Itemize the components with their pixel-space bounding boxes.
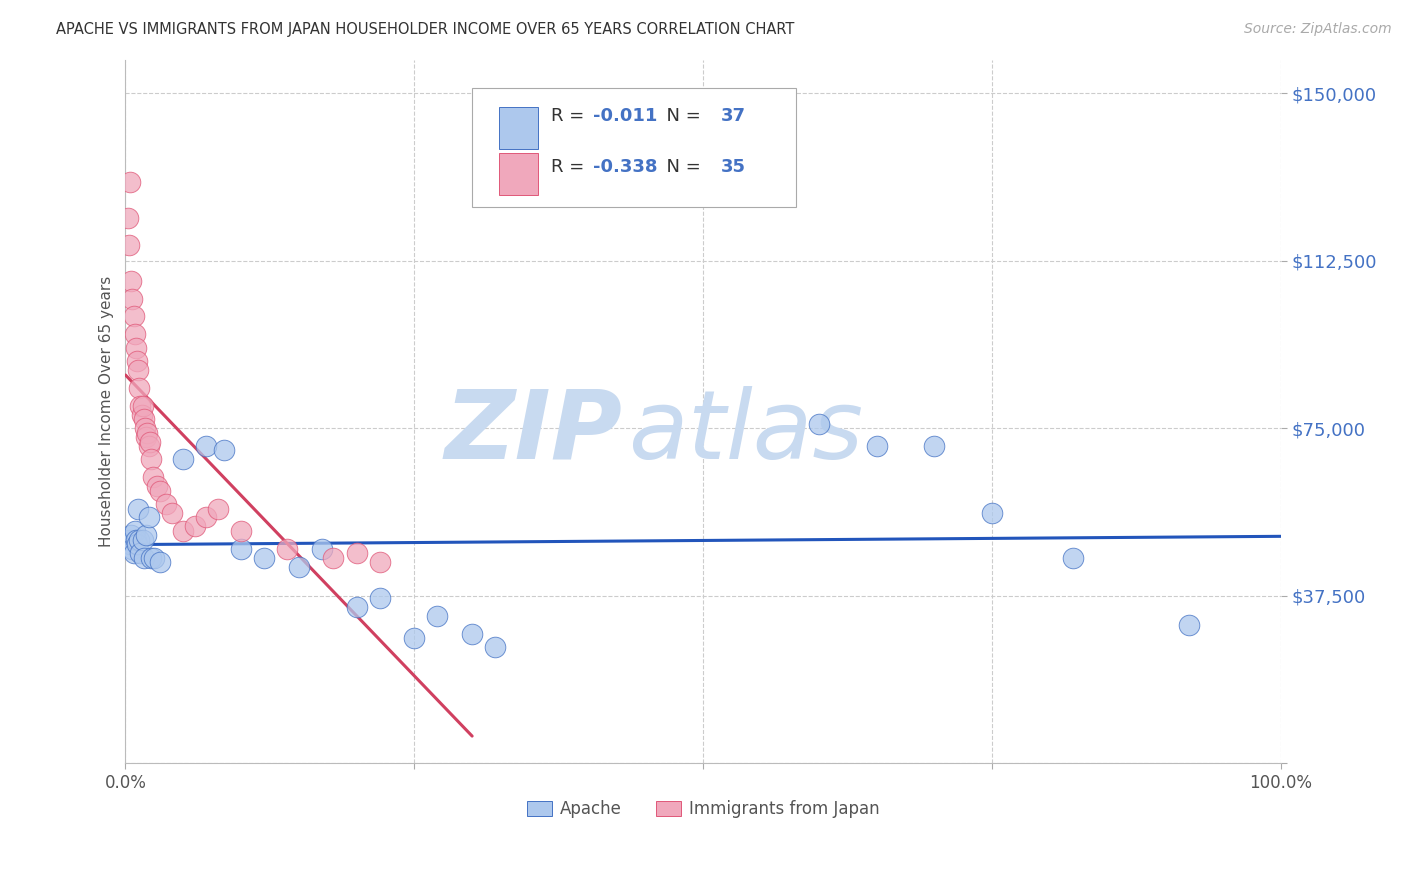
Point [135, 528, 157, 542]
Point [184, 519, 207, 533]
Text: N =: N = [655, 158, 706, 176]
Point [121, 541, 143, 556]
Point [138, 434, 160, 449]
Point [122, 546, 145, 560]
Point [132, 533, 155, 547]
Text: ZIP: ZIP [444, 386, 623, 479]
Text: -0.338: -0.338 [593, 158, 658, 176]
Point [122, 310, 145, 324]
Point [807, 417, 830, 431]
Point [368, 555, 391, 569]
Text: R =: R = [551, 107, 589, 125]
Point [129, 399, 152, 413]
FancyBboxPatch shape [499, 107, 538, 149]
Point [404, 631, 426, 645]
Point [346, 599, 368, 614]
Text: 35: 35 [721, 158, 745, 176]
Point [118, 533, 141, 547]
Point [981, 506, 1004, 520]
Point [120, 537, 142, 551]
Point [924, 439, 946, 453]
Point [276, 541, 298, 556]
Point [132, 412, 155, 426]
Point [128, 381, 150, 395]
Point [172, 524, 194, 538]
Point [229, 524, 252, 538]
Point [160, 506, 183, 520]
Point [145, 479, 167, 493]
Text: atlas: atlas [628, 386, 863, 479]
Point [368, 591, 391, 605]
Point [139, 452, 162, 467]
Point [212, 443, 235, 458]
Point [124, 524, 146, 538]
Point [207, 501, 229, 516]
Point [135, 430, 157, 444]
Point [155, 497, 177, 511]
Point [120, 528, 142, 542]
Text: Source: ZipAtlas.com: Source: ZipAtlas.com [1244, 22, 1392, 37]
Point [143, 550, 166, 565]
Point [117, 211, 139, 226]
Point [118, 238, 141, 252]
Point [1062, 550, 1084, 565]
Y-axis label: Householder Income Over 65 years: Householder Income Over 65 years [100, 276, 114, 547]
Point [149, 483, 172, 498]
Point [132, 399, 155, 413]
Point [125, 533, 148, 547]
Point [138, 439, 160, 453]
Point [134, 421, 156, 435]
Point [426, 608, 449, 623]
Text: N =: N = [655, 107, 706, 125]
FancyBboxPatch shape [499, 153, 538, 194]
Point [132, 550, 155, 565]
Text: -0.011: -0.011 [593, 107, 658, 125]
Point [139, 550, 162, 565]
Point [149, 555, 172, 569]
Point [120, 176, 142, 190]
Point [131, 408, 153, 422]
Point [128, 533, 150, 547]
Point [311, 541, 333, 556]
Point [129, 546, 152, 560]
Text: APACHE VS IMMIGRANTS FROM JAPAN HOUSEHOLDER INCOME OVER 65 YEARS CORRELATION CHA: APACHE VS IMMIGRANTS FROM JAPAN HOUSEHOL… [56, 22, 794, 37]
Text: R =: R = [551, 158, 589, 176]
Point [125, 354, 148, 368]
Point [142, 470, 165, 484]
Point [484, 640, 506, 654]
Point [195, 510, 218, 524]
Point [127, 501, 149, 516]
Point [288, 559, 311, 574]
Point [136, 425, 159, 440]
Point [322, 550, 344, 565]
Point [120, 274, 142, 288]
Point [127, 363, 149, 377]
Point [229, 541, 252, 556]
Point [124, 327, 146, 342]
Point [172, 452, 194, 467]
Point [125, 341, 148, 355]
FancyBboxPatch shape [472, 87, 796, 207]
Legend: Apache, Immigrants from Japan: Apache, Immigrants from Japan [520, 794, 886, 825]
Point [121, 292, 143, 306]
Text: 37: 37 [721, 107, 745, 125]
Point [461, 626, 484, 640]
Point [865, 439, 887, 453]
Point [138, 510, 160, 524]
Point [253, 550, 276, 565]
Point [195, 439, 218, 453]
Point [125, 537, 148, 551]
Point [346, 546, 368, 560]
Point [1177, 617, 1199, 632]
